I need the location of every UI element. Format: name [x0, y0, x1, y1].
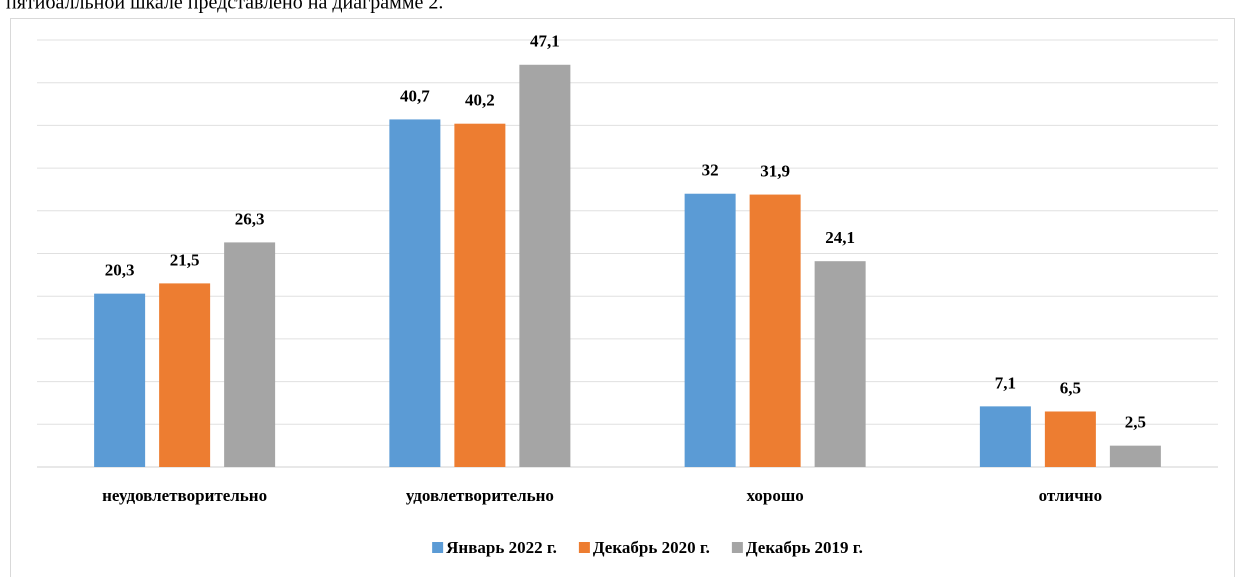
- data-label: 7,1: [995, 373, 1016, 392]
- data-label: 24,1: [825, 228, 855, 247]
- data-label: 26,3: [235, 209, 265, 228]
- bar: [684, 193, 736, 467]
- bar: [224, 242, 276, 467]
- data-label: 32: [702, 161, 719, 180]
- legend-swatch: [731, 542, 743, 553]
- bar: [1109, 445, 1161, 467]
- bar: [814, 261, 866, 467]
- data-label: 6,5: [1060, 378, 1081, 397]
- bar: [454, 123, 506, 467]
- legend-label: Декабрь 2020 г.: [593, 538, 710, 557]
- data-label: 40,2: [465, 91, 495, 110]
- data-label: 2,5: [1125, 413, 1146, 432]
- legend-label: Декабрь 2019 г.: [746, 538, 863, 557]
- x-tick-label: отлично: [1039, 486, 1102, 505]
- chart-border: [10, 18, 1235, 582]
- bar: [389, 119, 441, 467]
- legend: Январь 2022 г. Декабрь 2020 г. Декабрь 201…: [432, 538, 863, 557]
- bar: [979, 406, 1031, 467]
- data-label: 21,5: [170, 250, 200, 269]
- bar: [94, 293, 146, 467]
- legend-swatch: [432, 542, 444, 553]
- x-tick-label: неудовлетворительно: [102, 486, 267, 505]
- x-tick-label: удовлетворительно: [406, 486, 554, 505]
- legend-label: Январь 2022 г.: [446, 538, 557, 557]
- legend-swatch: [578, 542, 590, 553]
- body-text: пятибалльной шкале представлено на диагр…: [6, 0, 443, 14]
- data-label: 31,9: [760, 161, 790, 180]
- data-label: 47,1: [530, 32, 560, 51]
- bar: [159, 283, 211, 467]
- bar: [1044, 411, 1096, 467]
- data-label: 20,3: [105, 261, 135, 280]
- bar: [749, 194, 801, 467]
- data-label: 40,7: [400, 86, 430, 105]
- x-tick-label: хорошо: [747, 486, 804, 505]
- bar: [519, 64, 571, 468]
